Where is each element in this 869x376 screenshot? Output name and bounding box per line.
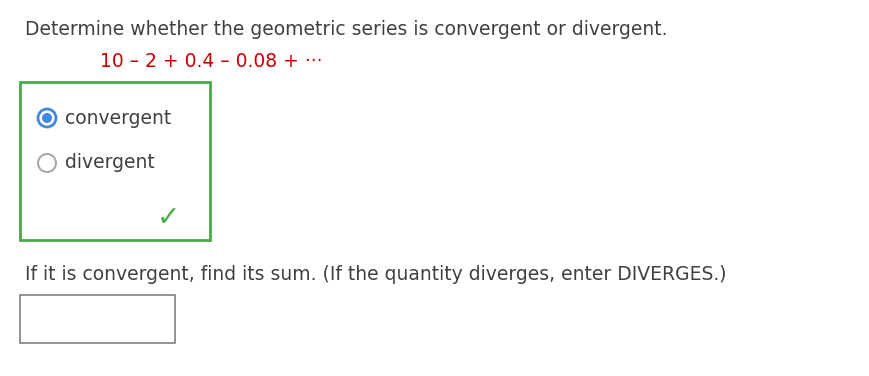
- Text: convergent: convergent: [65, 109, 171, 127]
- Circle shape: [38, 109, 56, 127]
- Text: 10 – 2 + 0.4 – 0.08 + ···: 10 – 2 + 0.4 – 0.08 + ···: [100, 52, 322, 71]
- Text: Determine whether the geometric series is convergent or divergent.: Determine whether the geometric series i…: [25, 20, 667, 39]
- Text: divergent: divergent: [65, 153, 155, 173]
- Circle shape: [38, 154, 56, 172]
- Circle shape: [42, 113, 52, 123]
- Text: If it is convergent, find its sum. (If the quantity diverges, enter DIVERGES.): If it is convergent, find its sum. (If t…: [25, 265, 726, 284]
- Text: ✓: ✓: [156, 204, 179, 232]
- Bar: [20, 82, 209, 240]
- Bar: [20, 295, 175, 343]
